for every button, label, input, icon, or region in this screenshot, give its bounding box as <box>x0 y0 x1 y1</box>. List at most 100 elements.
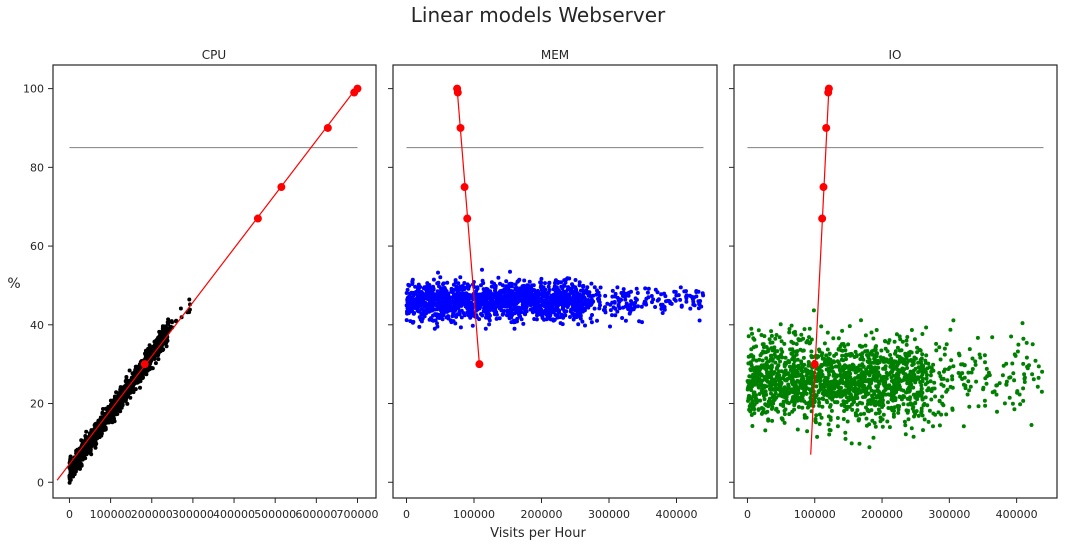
io-point <box>870 418 875 423</box>
io-point <box>785 386 790 391</box>
io-fit-point <box>824 84 833 93</box>
mem-point <box>413 305 418 310</box>
io-point <box>919 406 924 411</box>
mem-point <box>649 294 654 298</box>
io-point <box>873 369 878 374</box>
io-point <box>857 343 862 348</box>
cpu-fit-point <box>323 123 332 132</box>
io-point <box>962 375 967 380</box>
mem-x-tick-label: 200000 <box>521 508 563 521</box>
mem-point <box>678 297 683 302</box>
mem-point <box>499 308 504 313</box>
mem-point <box>620 316 625 320</box>
mem-point <box>488 304 493 309</box>
io-point <box>1010 361 1015 366</box>
mem-point <box>645 290 650 295</box>
io-point <box>817 347 821 352</box>
mem-point <box>484 297 489 302</box>
io-point <box>768 353 773 358</box>
io-point <box>809 349 814 354</box>
io-point <box>889 356 894 361</box>
mem-x-tick-label: 300000 <box>588 508 630 521</box>
io-x-tick-label: 0 <box>744 508 751 521</box>
mem-point <box>552 301 557 306</box>
mem-point <box>617 299 622 304</box>
io-point <box>854 390 859 395</box>
io-point <box>789 323 794 328</box>
mem-point <box>581 285 586 289</box>
io-point <box>766 349 770 354</box>
io-point <box>845 419 850 424</box>
mem-point <box>446 291 451 296</box>
mem-point <box>445 280 450 285</box>
mem-point <box>432 296 437 301</box>
io-point <box>983 360 987 365</box>
io-point <box>1021 336 1026 341</box>
io-point <box>794 352 799 357</box>
io-point <box>903 423 908 428</box>
io-point <box>920 365 925 370</box>
mem-point <box>548 311 553 316</box>
io-point <box>986 370 991 375</box>
io-point <box>746 380 751 385</box>
io-point <box>826 422 831 427</box>
mem-point <box>557 310 562 315</box>
io-point <box>780 349 785 354</box>
mem-point <box>499 298 503 303</box>
io-plot-frame <box>733 64 1058 499</box>
mem-point <box>621 291 626 296</box>
io-point <box>860 376 865 381</box>
cpu-point <box>162 333 167 338</box>
io-point <box>870 369 874 374</box>
mem-point <box>556 281 560 285</box>
io-point <box>896 376 901 381</box>
mem-point <box>450 314 455 319</box>
mem-point <box>572 314 576 319</box>
io-point <box>761 390 766 395</box>
io-point <box>827 372 832 377</box>
mem-point <box>636 304 640 309</box>
io-point <box>824 353 829 358</box>
io-point <box>874 395 879 400</box>
mem-point <box>571 289 576 294</box>
mem-point <box>486 292 491 297</box>
mem-point <box>539 280 544 285</box>
mem-point <box>436 291 441 295</box>
mem-point <box>553 286 558 291</box>
mem-point <box>510 296 515 301</box>
mem-point <box>495 297 500 302</box>
mem-point <box>527 279 532 284</box>
io-point <box>931 424 935 429</box>
mem-scatter-points <box>404 267 706 331</box>
io-point <box>942 346 947 351</box>
mem-point <box>563 280 568 285</box>
io-point <box>904 342 909 347</box>
io-point <box>804 340 809 345</box>
io-point <box>1000 373 1005 378</box>
io-point <box>779 339 784 344</box>
mem-point <box>577 280 582 285</box>
io-point <box>819 386 824 391</box>
mem-point <box>408 295 412 300</box>
mem-point <box>688 306 693 311</box>
io-point <box>745 387 750 392</box>
io-point <box>856 418 861 423</box>
io-point <box>782 364 787 369</box>
cpu-point <box>123 379 128 384</box>
io-point <box>792 407 797 412</box>
mem-point <box>544 317 549 322</box>
io-point <box>870 349 874 354</box>
io-point <box>822 341 827 346</box>
io-point <box>869 330 874 335</box>
io-point <box>997 381 1002 386</box>
mem-point <box>659 302 663 307</box>
io-point <box>944 342 949 347</box>
io-point <box>843 388 848 393</box>
io-point <box>854 369 859 374</box>
mem-point <box>679 304 684 309</box>
cpu-point <box>73 460 77 465</box>
io-point <box>929 397 934 402</box>
io-panel-title: IO <box>889 48 902 62</box>
mem-point <box>431 277 436 282</box>
io-fit-point <box>818 214 827 223</box>
